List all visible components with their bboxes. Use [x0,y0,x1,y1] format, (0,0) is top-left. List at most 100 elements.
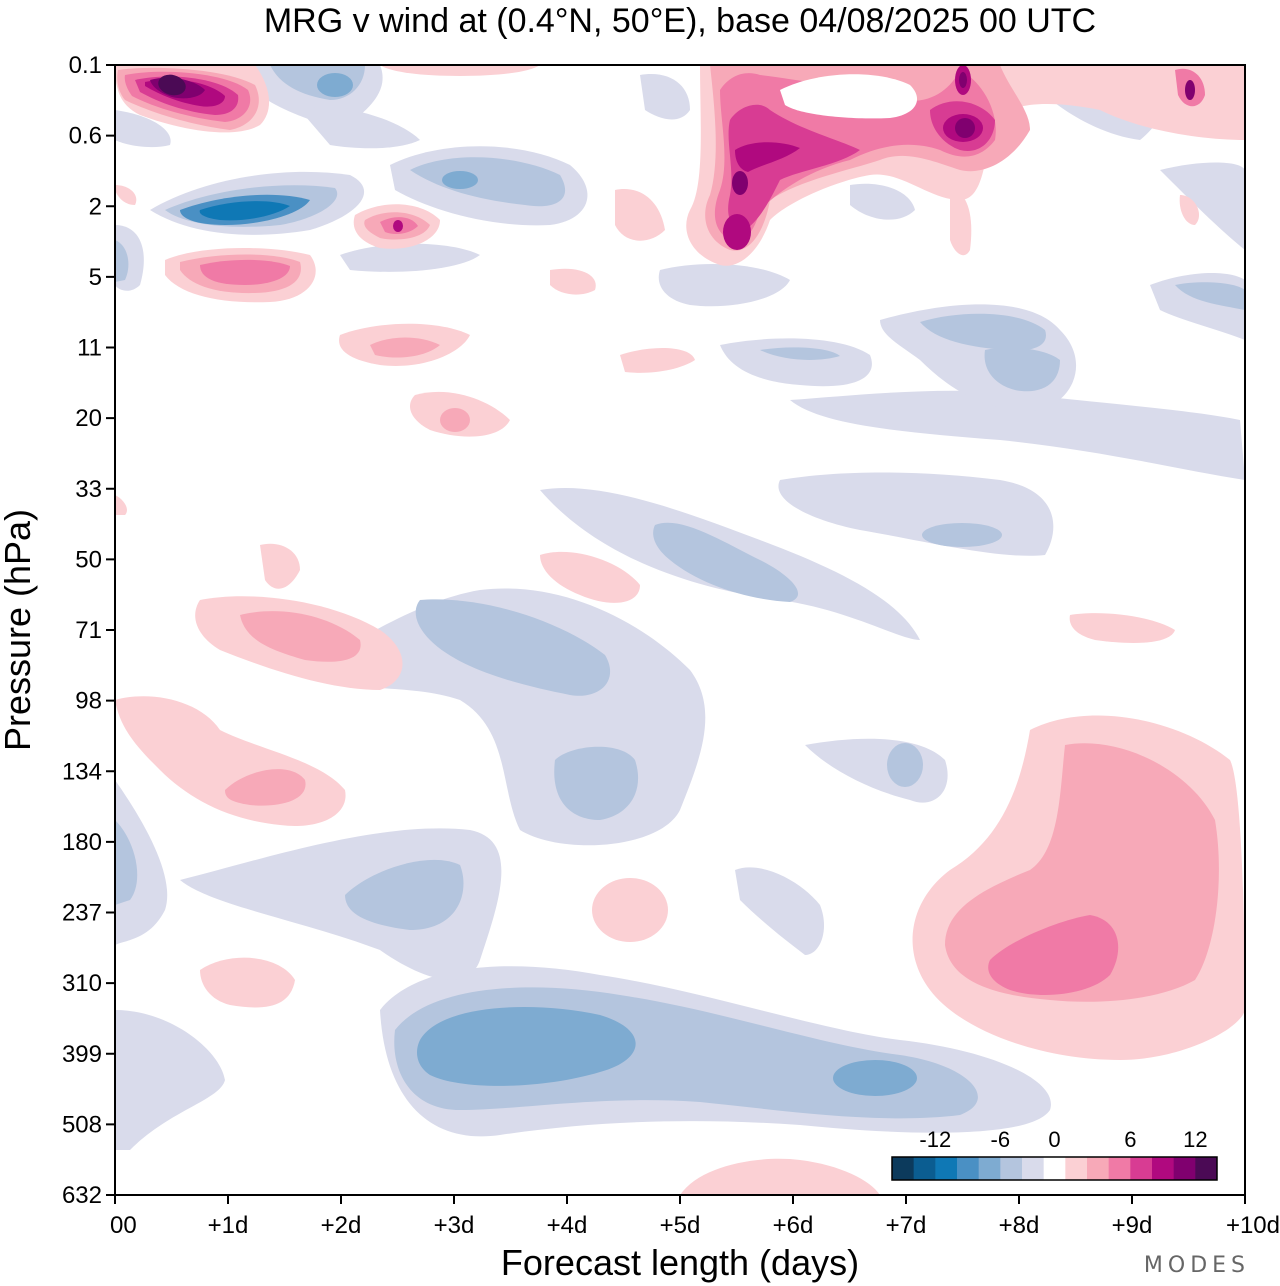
colorbar-swatch [1065,1157,1088,1180]
y-tick-label: 134 [62,758,102,785]
negative-region [115,780,168,945]
positive-region [615,189,665,241]
negative-region [735,867,825,955]
y-tick-label: 632 [62,1182,102,1209]
positive-region [260,543,300,589]
negative-region [115,110,171,148]
negative-region [1160,162,1245,250]
negative-region [115,1010,225,1150]
positive-region [620,348,695,373]
y-tick-label: 310 [62,970,102,997]
colorbar-swatch [1022,1157,1045,1180]
negative-region [417,1007,636,1086]
y-tick-label: 71 [75,617,102,644]
x-tick-label: +3d [434,1212,475,1239]
positive-region [714,70,996,241]
colorbar-tick-label: -6 [991,1127,1011,1152]
positive-region [115,185,137,205]
y-tick-label: 11 [77,335,102,362]
colorbar-swatch [1173,1157,1196,1180]
positive-region [380,65,540,76]
positive-region [680,1158,880,1195]
neutral-region [780,74,918,119]
positive-region [723,214,751,250]
colorbar-swatch [1195,1157,1218,1180]
positive-region [115,495,127,515]
y-tick-label: 0.6 [69,123,102,150]
x-tick-label: +2d [321,1212,362,1239]
negative-region [340,243,480,272]
positive-region [550,268,596,295]
x-tick-label: +6d [773,1212,814,1239]
negative-region [640,74,690,120]
positive-region [440,408,470,432]
positive-region [240,611,361,662]
negative-region [115,240,129,282]
colorbar-swatch [978,1157,1001,1180]
positive-region [732,171,748,195]
positive-region [1179,195,1200,225]
colorbar-swatch [957,1157,980,1180]
negative-region [1175,282,1245,310]
positive-region [1069,613,1175,643]
negative-region [345,859,464,930]
y-tick-label: 0.1 [69,52,102,79]
negative-region [760,347,840,360]
negative-region [720,338,872,387]
x-tick-label: +9d [1112,1212,1153,1239]
positive-region [988,915,1119,995]
positive-region [735,142,800,172]
y-tick-label: 237 [62,900,102,927]
negative-region [199,201,290,221]
negative-region [920,313,1046,351]
colorbar-swatch [1130,1157,1153,1180]
y-tick-label: 50 [75,546,102,573]
negative-region [415,599,611,696]
x-tick-label: 00 [110,1212,137,1239]
x-tick-label: +5d [660,1212,701,1239]
x-tick-label: +4d [547,1212,588,1239]
x-tick-label: +7d [886,1212,927,1239]
colorbar-swatch [1043,1157,1066,1180]
y-tick-label: 20 [75,405,102,432]
negative-region [300,107,420,149]
colorbar-swatch [1000,1157,1023,1180]
positive-region [158,74,186,96]
y-axis-label: Pressure (hPa) [0,509,38,751]
colorbar-swatch [1087,1157,1110,1180]
positive-region [950,190,972,256]
positive-region [955,118,975,138]
negative-region [922,523,1002,547]
positive-region [370,337,440,358]
negative-region [833,1060,917,1096]
modes-logo: MODES [1144,1253,1250,1278]
positive-region [225,769,306,806]
colorbar-swatch [935,1157,958,1180]
negative-region [790,390,1245,480]
positive-region [393,220,403,232]
colorbar-tick-label: 12 [1183,1127,1207,1152]
x-axis: 00 +1d +2d +3d +4d +5d +6d +7d +8d +9d +10d [110,1195,1280,1239]
chart-title: MRG v wind at (0.4°N, 50°E), base 04/08/… [264,2,1096,40]
positive-region [200,957,295,1008]
negative-region [658,264,790,307]
negative-region [410,157,566,207]
colorbar-swatch [1152,1157,1175,1180]
positive-region [945,743,1219,1002]
y-tick-label: 180 [62,829,102,856]
negative-region [115,820,138,905]
colorbar-tick-label: 6 [1124,1127,1136,1152]
y-tick-label: 2 [89,193,102,220]
y-tick-label: 33 [75,476,102,503]
negative-region [984,347,1060,392]
negative-region [850,183,915,220]
y-tick-label: 5 [89,264,102,291]
positive-region [1185,80,1195,100]
plot-area [115,65,1245,1195]
positive-region [592,878,668,942]
negative-region [887,743,923,787]
colorbar: -12 -6 0 6 12 [891,1127,1218,1181]
positive-region [728,104,860,230]
positive-region [200,259,290,285]
